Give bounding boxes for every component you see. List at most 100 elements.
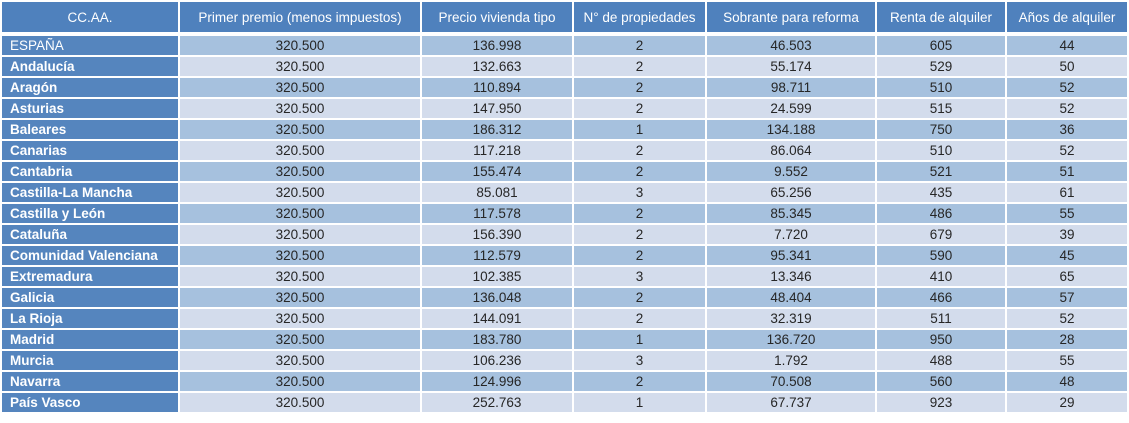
value-cell-an-os-de-alquiler: 57 (1007, 288, 1127, 307)
value-cell-n-de-propiedades: 1 (574, 393, 705, 412)
value-cell-an-os-de-alquiler: 55 (1007, 351, 1127, 370)
value-cell-precio-vivienda-tipo: 136.998 (422, 36, 572, 55)
value-cell-sobrante-para-reforma: 7.720 (707, 225, 875, 244)
value-cell-renta-de-alquiler: 511 (877, 309, 1005, 328)
region-cell: Baleares (2, 120, 178, 139)
value-cell-precio-vivienda-tipo: 155.474 (422, 162, 572, 181)
column-header-renta-de-alquiler: Renta de alquiler (877, 2, 1005, 34)
value-cell-sobrante-para-reforma: 55.174 (707, 57, 875, 76)
table-row-murcia: Murcia 320.500 106.236 3 1.792 488 55 (2, 351, 1127, 370)
value-cell-primer-premio-menos-impuestos: 320.500 (180, 393, 420, 412)
value-cell-n-de-propiedades: 2 (574, 288, 705, 307)
ccaa-housing-table: CC.AA. Primer premio (menos impuestos) Pre… (2, 2, 1127, 412)
value-cell-renta-de-alquiler: 466 (877, 288, 1005, 307)
value-cell-primer-premio-menos-impuestos: 320.500 (180, 78, 420, 97)
value-cell-sobrante-para-reforma: 136.720 (707, 330, 875, 349)
value-cell-sobrante-para-reforma: 65.256 (707, 183, 875, 202)
value-cell-renta-de-alquiler: 750 (877, 120, 1005, 139)
value-cell-renta-de-alquiler: 510 (877, 78, 1005, 97)
table-body: ESPAÑA 320.500 136.998 2 46.503 605 44 Andalucí… (2, 36, 1127, 412)
value-cell-precio-vivienda-tipo: 102.385 (422, 267, 572, 286)
region-cell: Aragón (2, 78, 178, 97)
value-cell-renta-de-alquiler: 515 (877, 99, 1005, 118)
value-cell-primer-premio-menos-impuestos: 320.500 (180, 162, 420, 181)
value-cell-n-de-propiedades: 2 (574, 372, 705, 391)
value-cell-precio-vivienda-tipo: 117.578 (422, 204, 572, 223)
value-cell-n-de-propiedades: 3 (574, 183, 705, 202)
table-row-baleares: Baleares 320.500 186.312 1 134.188 750 36 (2, 120, 1127, 139)
value-cell-precio-vivienda-tipo: 110.894 (422, 78, 572, 97)
value-cell-n-de-propiedades: 2 (574, 99, 705, 118)
table-row-asturias: Asturias 320.500 147.950 2 24.599 515 52 (2, 99, 1127, 118)
value-cell-n-de-propiedades: 2 (574, 36, 705, 55)
table-row-cantabria: Cantabria 320.500 155.474 2 9.552 521 51 (2, 162, 1127, 181)
region-cell: Galicia (2, 288, 178, 307)
column-header-primer-premio-menos-impuestos: Primer premio (menos impuestos) (180, 2, 420, 34)
table-row-canarias: Canarias 320.500 117.218 2 86.064 510 52 (2, 141, 1127, 160)
table-row-catalun-a: Cataluña 320.500 156.390 2 7.720 679 39 (2, 225, 1127, 244)
table-row-navarra: Navarra 320.500 124.996 2 70.508 560 48 (2, 372, 1127, 391)
table-row-extremadura: Extremadura 320.500 102.385 3 13.346 410 65 (2, 267, 1127, 286)
value-cell-primer-premio-menos-impuestos: 320.500 (180, 120, 420, 139)
value-cell-primer-premio-menos-impuestos: 320.500 (180, 330, 420, 349)
table-row-espan-a: ESPAÑA 320.500 136.998 2 46.503 605 44 (2, 36, 1127, 55)
region-cell: Murcia (2, 351, 178, 370)
value-cell-renta-de-alquiler: 590 (877, 246, 1005, 265)
value-cell-sobrante-para-reforma: 70.508 (707, 372, 875, 391)
value-cell-an-os-de-alquiler: 52 (1007, 309, 1127, 328)
region-cell: Madrid (2, 330, 178, 349)
value-cell-sobrante-para-reforma: 9.552 (707, 162, 875, 181)
value-cell-sobrante-para-reforma: 98.711 (707, 78, 875, 97)
value-cell-an-os-de-alquiler: 52 (1007, 99, 1127, 118)
table-row-andaluci-a: Andalucía 320.500 132.663 2 55.174 529 50 (2, 57, 1127, 76)
value-cell-an-os-de-alquiler: 51 (1007, 162, 1127, 181)
value-cell-primer-premio-menos-impuestos: 320.500 (180, 204, 420, 223)
value-cell-renta-de-alquiler: 560 (877, 372, 1005, 391)
value-cell-an-os-de-alquiler: 36 (1007, 120, 1127, 139)
value-cell-sobrante-para-reforma: 86.064 (707, 141, 875, 160)
value-cell-n-de-propiedades: 2 (574, 225, 705, 244)
value-cell-primer-premio-menos-impuestos: 320.500 (180, 141, 420, 160)
value-cell-sobrante-para-reforma: 1.792 (707, 351, 875, 370)
value-cell-an-os-de-alquiler: 44 (1007, 36, 1127, 55)
value-cell-sobrante-para-reforma: 95.341 (707, 246, 875, 265)
value-cell-renta-de-alquiler: 488 (877, 351, 1005, 370)
value-cell-renta-de-alquiler: 410 (877, 267, 1005, 286)
value-cell-an-os-de-alquiler: 65 (1007, 267, 1127, 286)
value-cell-primer-premio-menos-impuestos: 320.500 (180, 372, 420, 391)
value-cell-n-de-propiedades: 1 (574, 120, 705, 139)
region-cell: Comunidad Valenciana (2, 246, 178, 265)
value-cell-an-os-de-alquiler: 29 (1007, 393, 1127, 412)
value-cell-renta-de-alquiler: 486 (877, 204, 1005, 223)
column-header-precio-vivienda-tipo: Precio vivienda tipo (422, 2, 572, 34)
region-cell: Castilla-La Mancha (2, 183, 178, 202)
value-cell-n-de-propiedades: 2 (574, 162, 705, 181)
table-row-arago-n: Aragón 320.500 110.894 2 98.711 510 52 (2, 78, 1127, 97)
value-cell-sobrante-para-reforma: 32.319 (707, 309, 875, 328)
value-cell-an-os-de-alquiler: 52 (1007, 141, 1127, 160)
value-cell-renta-de-alquiler: 521 (877, 162, 1005, 181)
value-cell-primer-premio-menos-impuestos: 320.500 (180, 267, 420, 286)
region-cell: Cantabria (2, 162, 178, 181)
value-cell-n-de-propiedades: 2 (574, 309, 705, 328)
table-row-la-rioja: La Rioja 320.500 144.091 2 32.319 511 52 (2, 309, 1127, 328)
region-cell: Castilla y León (2, 204, 178, 223)
value-cell-precio-vivienda-tipo: 117.218 (422, 141, 572, 160)
region-cell: Asturias (2, 99, 178, 118)
table-row-castilla-la-mancha: Castilla-La Mancha 320.500 85.081 3 65.256 43… (2, 183, 1127, 202)
value-cell-primer-premio-menos-impuestos: 320.500 (180, 351, 420, 370)
value-cell-precio-vivienda-tipo: 156.390 (422, 225, 572, 244)
region-cell: País Vasco (2, 393, 178, 412)
value-cell-primer-premio-menos-impuestos: 320.500 (180, 225, 420, 244)
value-cell-primer-premio-menos-impuestos: 320.500 (180, 246, 420, 265)
value-cell-precio-vivienda-tipo: 144.091 (422, 309, 572, 328)
region-cell: Extremadura (2, 267, 178, 286)
value-cell-primer-premio-menos-impuestos: 320.500 (180, 288, 420, 307)
table-row-comunidad-valenciana: Comunidad Valenciana 320.500 112.579 2 95.34… (2, 246, 1127, 265)
value-cell-sobrante-para-reforma: 67.737 (707, 393, 875, 412)
value-cell-precio-vivienda-tipo: 85.081 (422, 183, 572, 202)
value-cell-precio-vivienda-tipo: 147.950 (422, 99, 572, 118)
table-row-galicia: Galicia 320.500 136.048 2 48.404 466 57 (2, 288, 1127, 307)
value-cell-n-de-propiedades: 2 (574, 57, 705, 76)
region-cell: ESPAÑA (2, 36, 178, 55)
